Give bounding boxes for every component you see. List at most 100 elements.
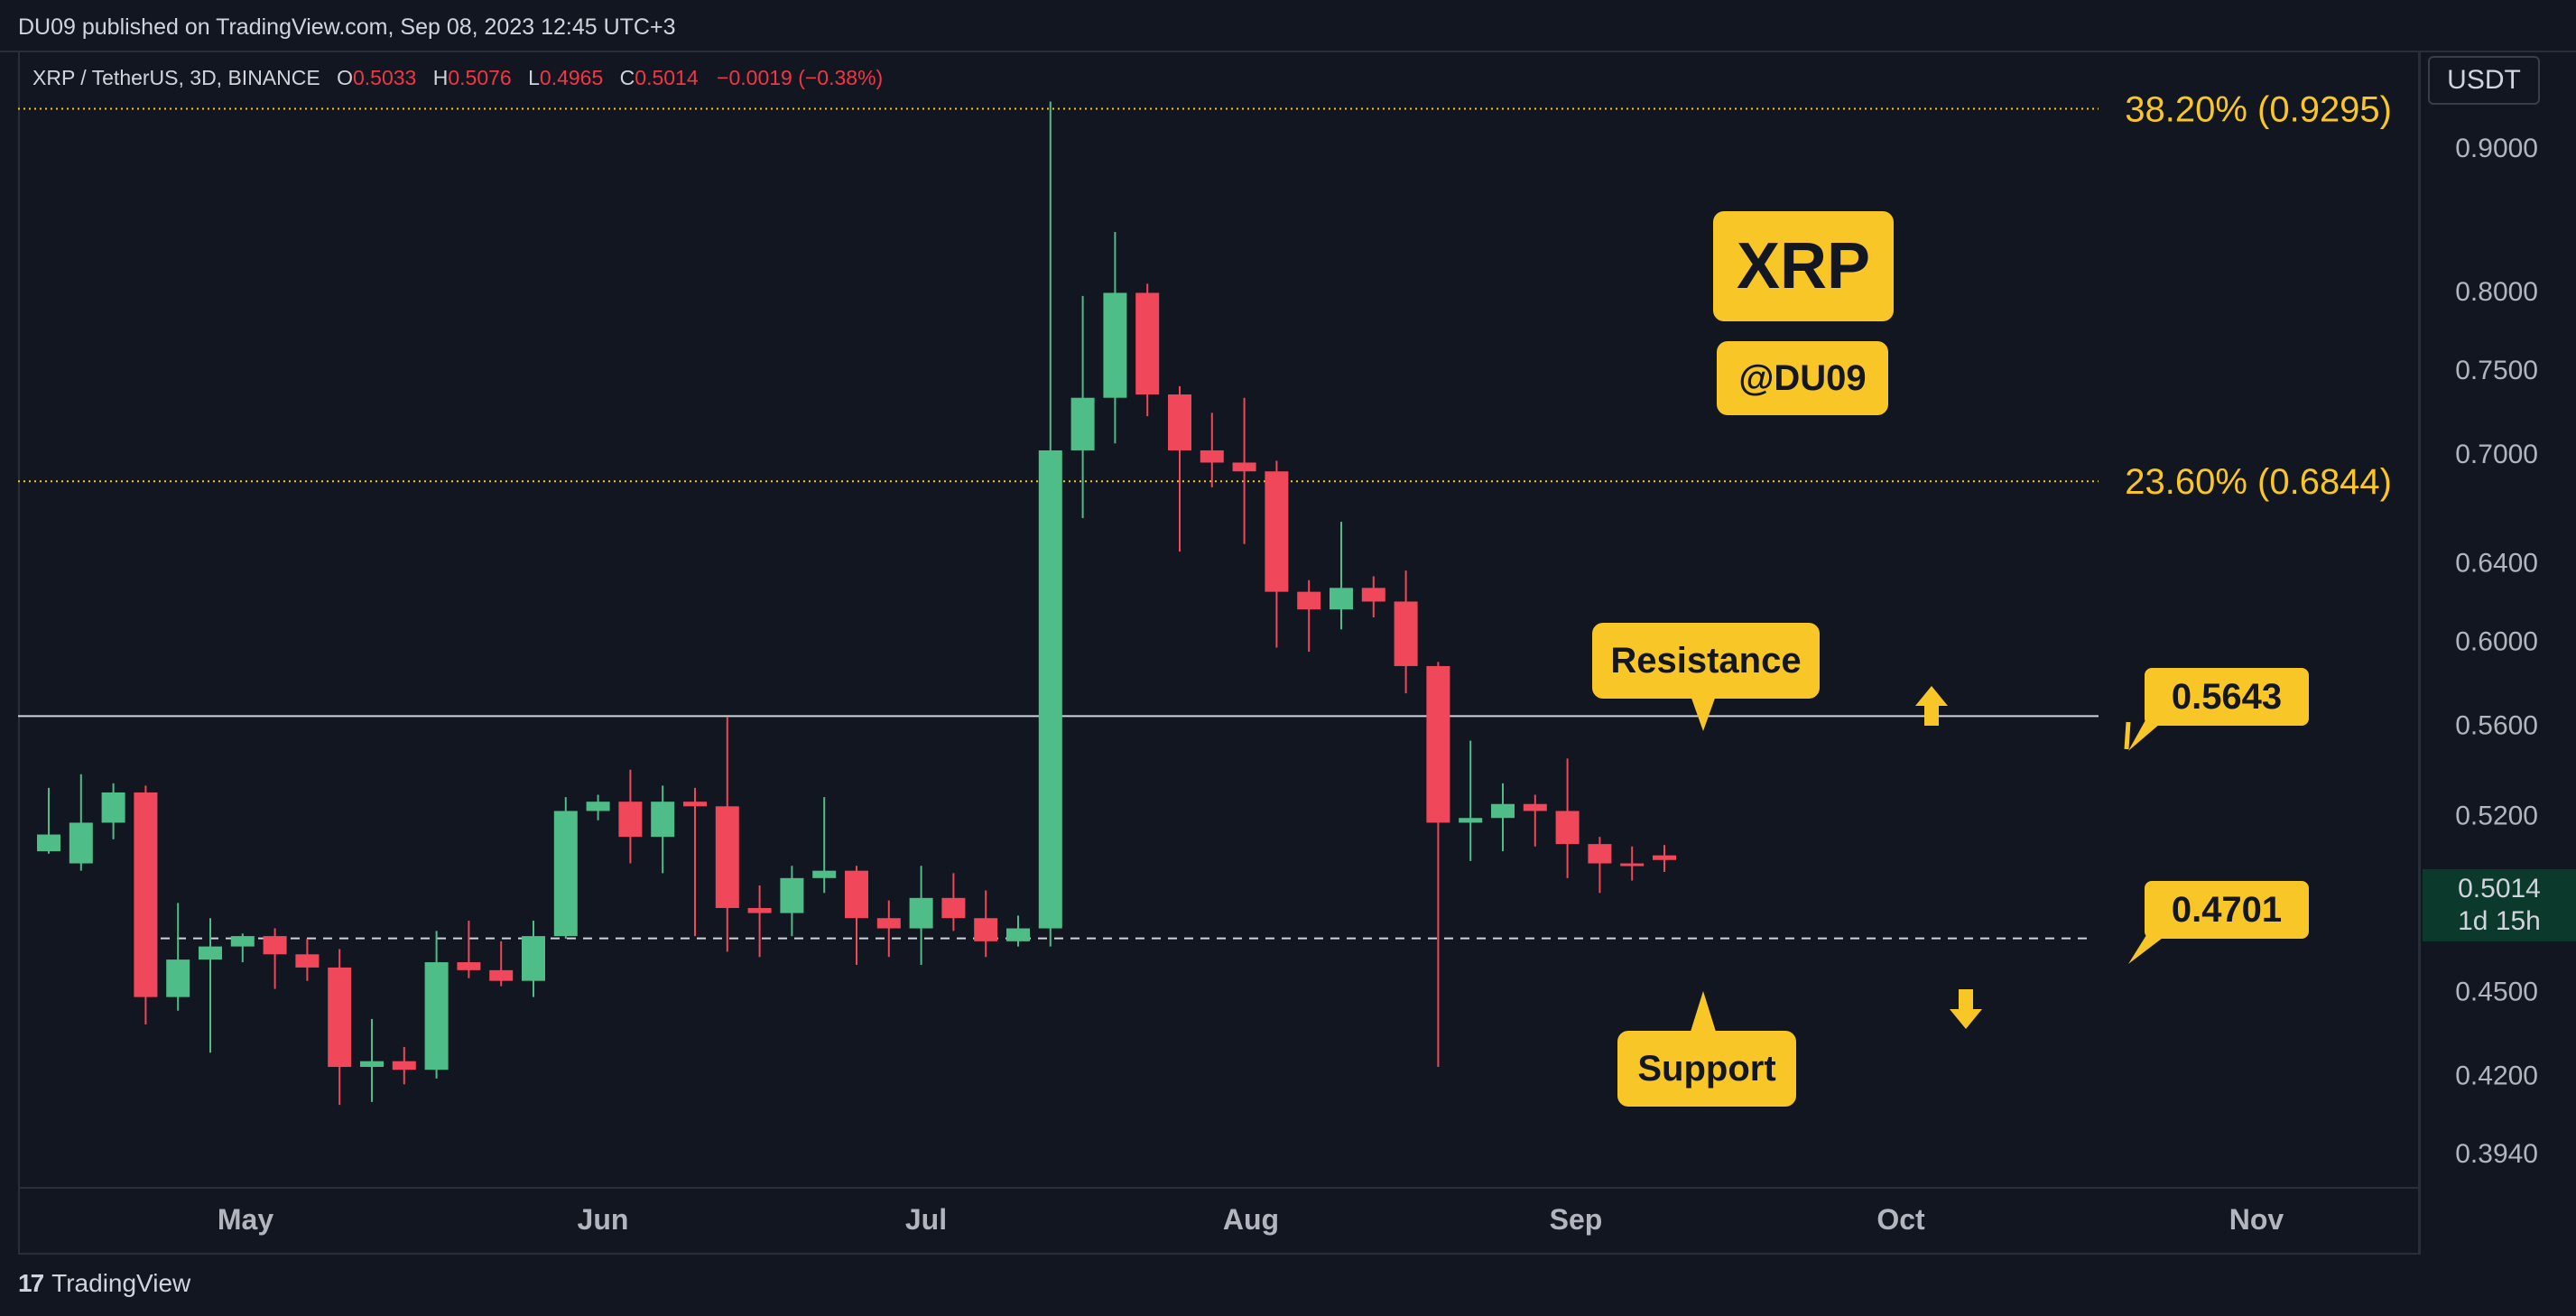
- y-tick-label: 0.4500: [2455, 978, 2538, 1007]
- y-tick-label: 0.7000: [2455, 440, 2538, 469]
- candle-body[interactable]: [1588, 844, 1612, 864]
- candle-body[interactable]: [457, 962, 481, 970]
- candle-body[interactable]: [69, 822, 93, 864]
- resistance-pointer: [1690, 693, 1717, 731]
- candle-body[interactable]: [1006, 928, 1030, 941]
- candle-body[interactable]: [424, 962, 449, 1070]
- candle-body[interactable]: [166, 959, 190, 997]
- resistance-value-leader: [2124, 721, 2131, 750]
- candle-body[interactable]: [295, 954, 320, 968]
- brand-name: TradingView: [51, 1269, 191, 1297]
- candle-body[interactable]: [328, 967, 352, 1068]
- candle-body[interactable]: [1491, 803, 1515, 819]
- author-badge: @DU09: [1717, 341, 1888, 415]
- candle-body[interactable]: [37, 834, 60, 852]
- candle-body[interactable]: [1523, 803, 1547, 811]
- close-value: 0.5014: [635, 66, 699, 89]
- candle-body[interactable]: [1330, 588, 1353, 610]
- candle-body[interactable]: [1038, 449, 1062, 929]
- candle-body[interactable]: [618, 802, 643, 838]
- symbol-name: XRP / TetherUS, 3D, BINANCE: [32, 66, 320, 89]
- x-tick-label: May: [218, 1203, 273, 1236]
- candle-body[interactable]: [1135, 292, 1160, 395]
- support-value-badge: 0.4701: [2145, 881, 2309, 939]
- fib-level-label: 23.60% (0.6844): [2125, 462, 2392, 502]
- y-tick-label: 0.8000: [2455, 277, 2538, 307]
- resistance-badge: Resistance: [1592, 623, 1820, 699]
- candle-body[interactable]: [1620, 863, 1645, 867]
- candle-body[interactable]: [1168, 394, 1191, 450]
- candle-body[interactable]: [392, 1061, 416, 1070]
- change-value: −0.0019 (−0.38%): [717, 66, 884, 89]
- candle-body[interactable]: [1103, 292, 1127, 398]
- arrow-up-icon: [1915, 686, 1948, 726]
- low-label: L: [528, 66, 540, 89]
- candle-body[interactable]: [1426, 665, 1450, 823]
- y-tick-label: 0.3940: [2455, 1139, 2538, 1169]
- currency-button[interactable]: USDT: [2428, 56, 2540, 105]
- candle-body[interactable]: [263, 936, 287, 955]
- candle-body[interactable]: [715, 806, 739, 908]
- candle-body[interactable]: [1297, 591, 1321, 610]
- candle-body[interactable]: [909, 897, 933, 929]
- symbol-legend: XRP / TetherUS, 3D, BINANCE O0.5033 H0.5…: [32, 66, 883, 90]
- x-tick-label: Nov: [2229, 1203, 2284, 1236]
- candle-body[interactable]: [876, 918, 901, 929]
- current-price-label: 0.5014 1d 15h: [2423, 869, 2576, 941]
- published-info: DU09 published on TradingView.com, Sep 0…: [18, 14, 676, 40]
- candle-body[interactable]: [199, 946, 222, 960]
- candle-body[interactable]: [522, 936, 545, 981]
- arrow-down-icon: [1950, 989, 1982, 1029]
- y-tick-label: 0.7500: [2455, 356, 2538, 385]
- x-tick-label: Jul: [905, 1203, 947, 1236]
- candle-body[interactable]: [1394, 601, 1418, 666]
- x-tick-label: Aug: [1223, 1203, 1279, 1236]
- fib-level-label: 38.20% (0.9295): [2125, 89, 2392, 129]
- candle-body[interactable]: [360, 1061, 384, 1068]
- candle-body[interactable]: [974, 918, 998, 941]
- open-label: O: [337, 66, 353, 89]
- candle-body[interactable]: [101, 792, 125, 823]
- support-pointer: [1690, 991, 1717, 1034]
- high-value: 0.5076: [448, 66, 512, 89]
- high-label: H: [432, 66, 449, 89]
- candle-body[interactable]: [134, 792, 158, 997]
- candle-body[interactable]: [1070, 397, 1095, 450]
- y-tick-label: 0.5600: [2455, 711, 2538, 741]
- support-badge: Support: [1617, 1031, 1796, 1107]
- x-tick-label: Sep: [1550, 1203, 1603, 1236]
- tradingview-logo-icon: 17: [18, 1269, 44, 1297]
- y-tick-label: 0.4200: [2455, 1061, 2538, 1091]
- resistance-value-badge: 0.5643: [2145, 668, 2309, 726]
- candle-body[interactable]: [1653, 855, 1676, 860]
- close-label: C: [619, 66, 635, 89]
- x-tick-label: Oct: [1876, 1203, 1925, 1236]
- y-tick-label: 0.9000: [2455, 134, 2538, 163]
- candle-body[interactable]: [780, 877, 804, 913]
- y-tick-label: 0.5200: [2455, 802, 2538, 831]
- support-value-tail: [2128, 935, 2166, 964]
- candle-body[interactable]: [747, 907, 772, 913]
- candle-body[interactable]: [1200, 449, 1224, 463]
- candle-body[interactable]: [553, 811, 578, 937]
- y-tick-label: 0.6000: [2455, 627, 2538, 657]
- x-tick-label: Jun: [578, 1203, 629, 1236]
- tradingview-brand[interactable]: 17 TradingView: [18, 1269, 190, 1298]
- candle-body[interactable]: [651, 802, 675, 838]
- candle-body[interactable]: [586, 802, 610, 811]
- candle-body[interactable]: [845, 870, 868, 919]
- bar-countdown: 1d 15h: [2458, 906, 2541, 936]
- open-value: 0.5033: [353, 66, 417, 89]
- candle-body[interactable]: [683, 802, 707, 807]
- candle-body[interactable]: [1459, 818, 1483, 823]
- candle-body[interactable]: [1265, 471, 1289, 592]
- candle-body[interactable]: [489, 969, 514, 981]
- candle-body[interactable]: [1232, 462, 1256, 472]
- candle-body[interactable]: [1361, 588, 1385, 602]
- candle-body[interactable]: [230, 936, 255, 947]
- footer: 17 TradingView: [0, 1256, 2576, 1316]
- candle-body[interactable]: [812, 870, 837, 878]
- candle-body[interactable]: [1555, 811, 1580, 845]
- candle-body[interactable]: [941, 897, 966, 919]
